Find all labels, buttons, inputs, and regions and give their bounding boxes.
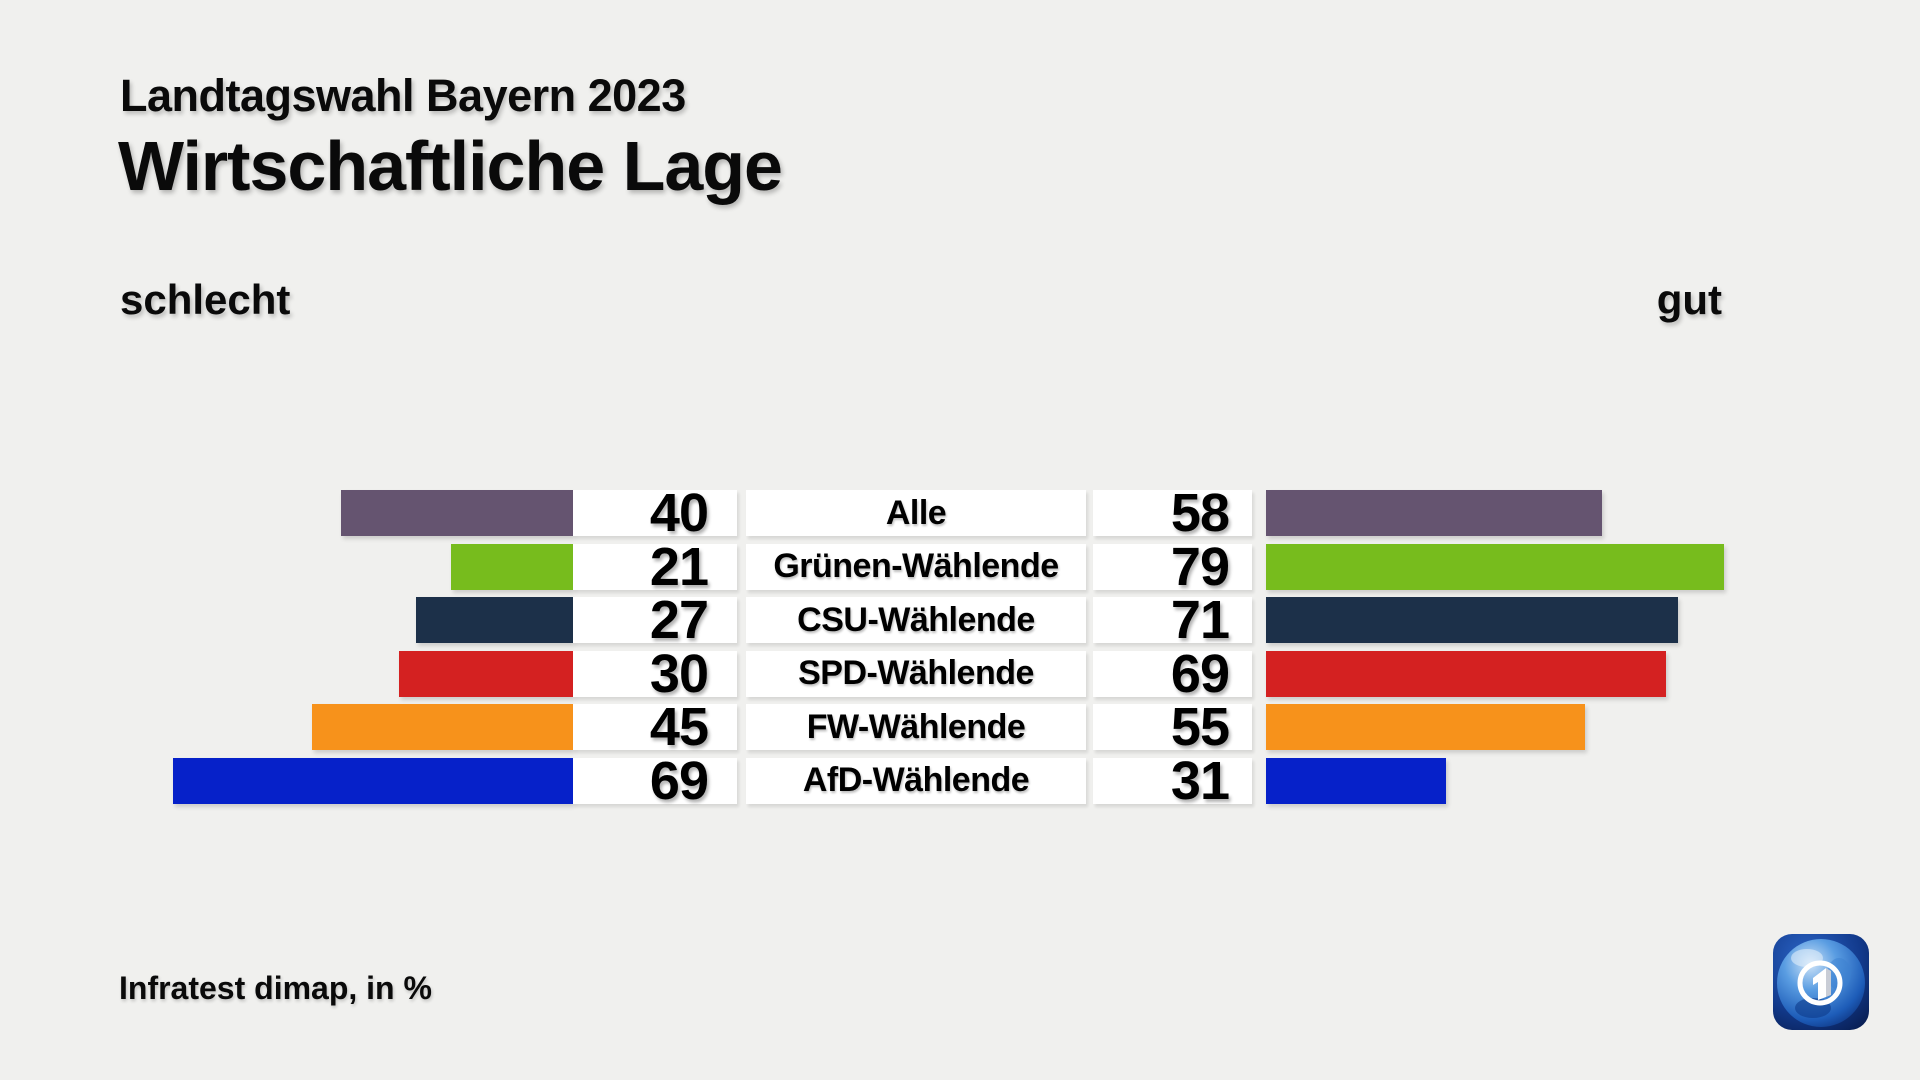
bar-schlecht [172, 757, 573, 804]
value-gut: 79 [1093, 540, 1252, 594]
chart-row: 30 SPD-Wählende 69 [0, 647, 1920, 701]
axis-labels: schlecht gut [120, 276, 1722, 324]
chart-row: 21 Grünen-Wählende 79 [0, 540, 1920, 594]
chart-subtitle: Landtagswahl Bayern 2023 [120, 70, 686, 121]
axis-label-left: schlecht [120, 276, 291, 323]
value-schlecht: 30 [573, 647, 737, 701]
value-gut: 69 [1093, 647, 1252, 701]
bar-schlecht [416, 597, 573, 643]
bar-gut [1266, 597, 1678, 643]
value-schlecht: 27 [573, 593, 737, 647]
bar-schlecht [399, 650, 573, 697]
category-label-cell: AfD-Wählende [746, 757, 1086, 804]
category-label-cell: FW-Wählende [746, 704, 1086, 750]
bar-gut [1266, 704, 1585, 750]
ard-logo-icon [1773, 934, 1869, 1030]
ard-globe-icon [1773, 934, 1869, 1030]
value-schlecht: 69 [573, 754, 737, 808]
chart-row: 40 Alle 58 [0, 486, 1920, 540]
category-label: CSU-Wählende [797, 600, 1035, 639]
category-label: AfD-Wählende [802, 761, 1030, 799]
bar-gut [1266, 543, 1725, 590]
category-label: Alle [885, 493, 947, 532]
value-gut: 31 [1093, 754, 1252, 808]
source-note: Infratest dimap, in % [119, 970, 432, 1006]
value-schlecht: 45 [573, 700, 737, 754]
category-label: FW-Wählende [806, 707, 1026, 746]
value-schlecht: 40 [573, 486, 737, 540]
value-gut: 55 [1093, 700, 1252, 754]
page-title: Wirtschaftliche Lage [118, 127, 783, 205]
chart-row: 69 AfD-Wählende 31 [0, 754, 1920, 808]
axis-label-right: gut [1656, 276, 1722, 323]
value-gut: 71 [1093, 593, 1252, 647]
category-label: Grünen-Wählende [773, 547, 1059, 585]
category-label-cell: Alle [746, 490, 1086, 536]
value-schlecht: 21 [573, 540, 737, 594]
category-label-cell: CSU-Wählende [746, 597, 1086, 643]
category-label-cell: Grünen-Wählende [746, 543, 1086, 590]
diverging-bar-chart: 40 Alle 58 21 Grünen-Wählende 79 27 CSU-Wählend… [0, 486, 1920, 820]
bar-schlecht [312, 704, 573, 750]
value-gut: 58 [1093, 486, 1252, 540]
bar-gut [1266, 757, 1446, 804]
category-label-cell: SPD-Wählende [746, 650, 1086, 697]
bar-schlecht [341, 490, 573, 536]
chart-row: 27 CSU-Wählende 71 [0, 593, 1920, 647]
bar-schlecht [451, 543, 573, 590]
chart-row: 45 FW-Wählende 55 [0, 700, 1920, 754]
category-label: SPD-Wählende [798, 654, 1034, 692]
bar-gut [1266, 650, 1667, 697]
bar-gut [1266, 490, 1603, 536]
